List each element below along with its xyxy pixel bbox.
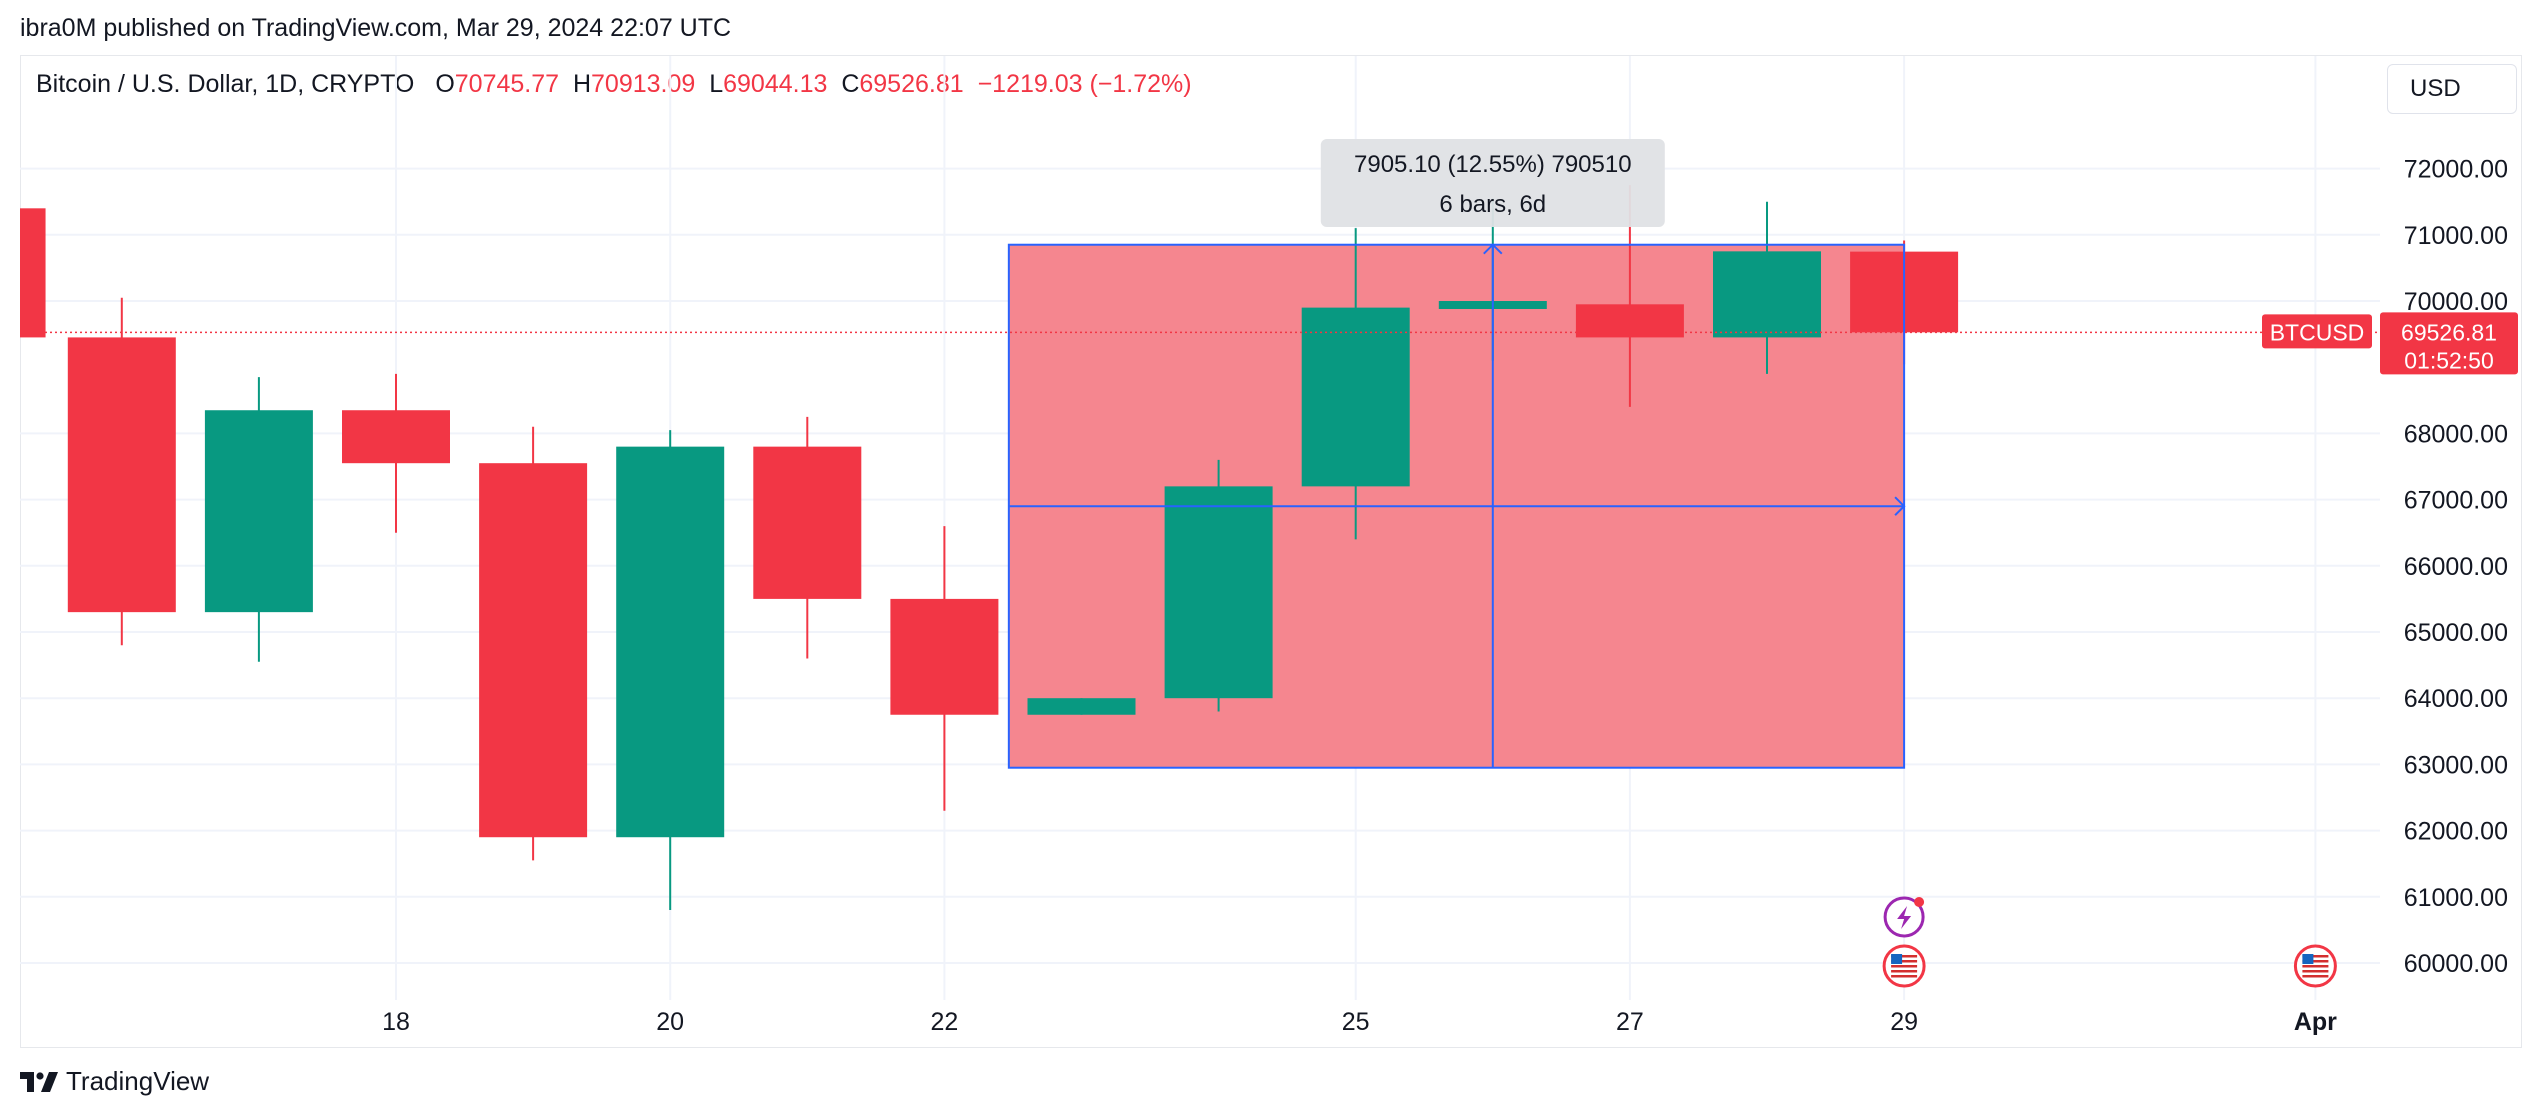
candle-body — [616, 446, 725, 838]
price-tag: BTCUSD 69526.81 01:52:50 — [2262, 312, 2518, 375]
us-flag-canton — [2302, 954, 2314, 964]
us-flag-canton — [1891, 954, 1903, 964]
high-label: H — [572, 70, 592, 98]
symbol-description[interactable]: Bitcoin / U.S. Dollar, 1D, CRYPTO — [36, 70, 415, 98]
low-value: 69044.13 — [723, 70, 828, 98]
candle-body — [20, 208, 46, 338]
price-tick-label: 65000.00 — [2404, 619, 2508, 647]
measure-tooltip-line1: 7905.10 (12.55%) 790510 — [1354, 151, 1632, 178]
us-flag-stripe — [2302, 970, 2329, 973]
close-value: 69526.81 — [859, 70, 964, 98]
currency-button[interactable]: USD — [2387, 64, 2517, 114]
lightning-icon-bolt — [1897, 906, 1912, 929]
price-tick-label: 63000.00 — [2404, 751, 2508, 779]
footer-logo[interactable]: TradingView — [20, 1066, 209, 1097]
time-tick-label: 25 — [1342, 1008, 1370, 1036]
candle-body — [1713, 251, 1821, 338]
candle-body — [67, 337, 176, 613]
price-tick-label: 72000.00 — [2404, 156, 2508, 184]
notification-dot — [1914, 897, 1925, 907]
low-label: L — [709, 70, 724, 98]
measure-tooltip-bg — [1320, 139, 1665, 227]
open-label: O — [435, 70, 455, 98]
time-axis: 18 20 22 25 27 29 Apr — [382, 1008, 2337, 1036]
price-tick-label: 60000.00 — [2404, 950, 2508, 978]
price-tick-label: 68000.00 — [2404, 420, 2508, 448]
time-tick-label: 18 — [382, 1008, 410, 1036]
price-tag-symbol-bg — [2262, 314, 2372, 349]
measure-tooltip: 7905.10 (12.55%) 790510 6 bars, 6d — [1320, 139, 1665, 227]
high-value: 70913.09 — [591, 70, 696, 98]
ohlc-legend: Bitcoin / U.S. Dollar, 1D, CRYPTO O70745… — [36, 70, 1192, 99]
price-tick-label: 61000.00 — [2404, 884, 2508, 912]
tradingview-logo-icon — [20, 1071, 58, 1092]
price-tick-label: 62000.00 — [2404, 818, 2508, 846]
us-flag-stripe — [1891, 955, 1918, 958]
price-tag-value-bg — [2380, 312, 2518, 375]
price-tag-symbol: BTCUSD — [2270, 319, 2365, 345]
open-value: 70745.77 — [454, 70, 560, 98]
price-tag-countdown: 01:52:50 — [2404, 347, 2494, 373]
price-tag-value: 69526.81 — [2401, 319, 2497, 345]
lightning-icon[interactable] — [1883, 896, 1925, 938]
candle-body — [890, 598, 999, 715]
time-tick-label: 22 — [930, 1008, 958, 1036]
candle-body — [1575, 304, 1684, 338]
price-tick-label: 64000.00 — [2404, 685, 2508, 713]
price-tick-label: 66000.00 — [2404, 553, 2508, 581]
us-flag-stripe — [1891, 970, 1918, 973]
time-tick-label: 29 — [1890, 1008, 1918, 1036]
publish-info: ibra0M published on TradingView.com, Mar… — [20, 14, 732, 42]
price-tick-label: 70000.00 — [2404, 288, 2508, 316]
tradingview-brand: TradingView — [66, 1066, 210, 1096]
us-flag-stripe — [2302, 955, 2329, 958]
candle-body — [204, 410, 313, 613]
us-flag-stripe — [1891, 975, 1918, 978]
measure-tool-lines — [1007, 243, 1906, 769]
candle-body — [342, 410, 450, 464]
price-axis: 72000.00 71000.00 70000.00 68000.00 67000.00… — [2404, 156, 2508, 978]
close-label: C — [841, 70, 860, 98]
measure-arrow-right-icon — [1894, 496, 1906, 516]
time-tick-label: 27 — [1616, 1008, 1644, 1036]
us-flag-stripe — [1891, 965, 1918, 968]
measure-arrow-up-icon — [1483, 243, 1503, 255]
candle-body — [1027, 698, 1136, 715]
price-tick-label: 71000.00 — [2404, 222, 2508, 250]
us-flag-stripe — [2302, 965, 2329, 968]
measure-tooltip-line2: 6 bars, 6d — [1439, 191, 1546, 218]
change-value: −1219.03 (−1.72%) — [977, 70, 1192, 98]
us-flag-icon[interactable] — [1882, 944, 1926, 988]
time-tick-label: 20 — [656, 1008, 684, 1036]
time-tick-label: Apr — [2294, 1008, 2337, 1036]
candle-body — [1301, 307, 1410, 487]
us-flag-stripe — [2302, 960, 2329, 963]
chart-frame — [20, 55, 2522, 1048]
us-flag-stripe — [1891, 960, 1918, 963]
us-flag-icon[interactable] — [2293, 944, 2337, 988]
candles — [20, 185, 1959, 911]
price-tick-label: 67000.00 — [2404, 487, 2508, 515]
candle-body — [1164, 486, 1273, 699]
event-icons — [1882, 896, 2337, 988]
candle-body — [753, 446, 862, 599]
candle-body — [479, 463, 588, 838]
us-flag-stripe — [2302, 975, 2329, 978]
